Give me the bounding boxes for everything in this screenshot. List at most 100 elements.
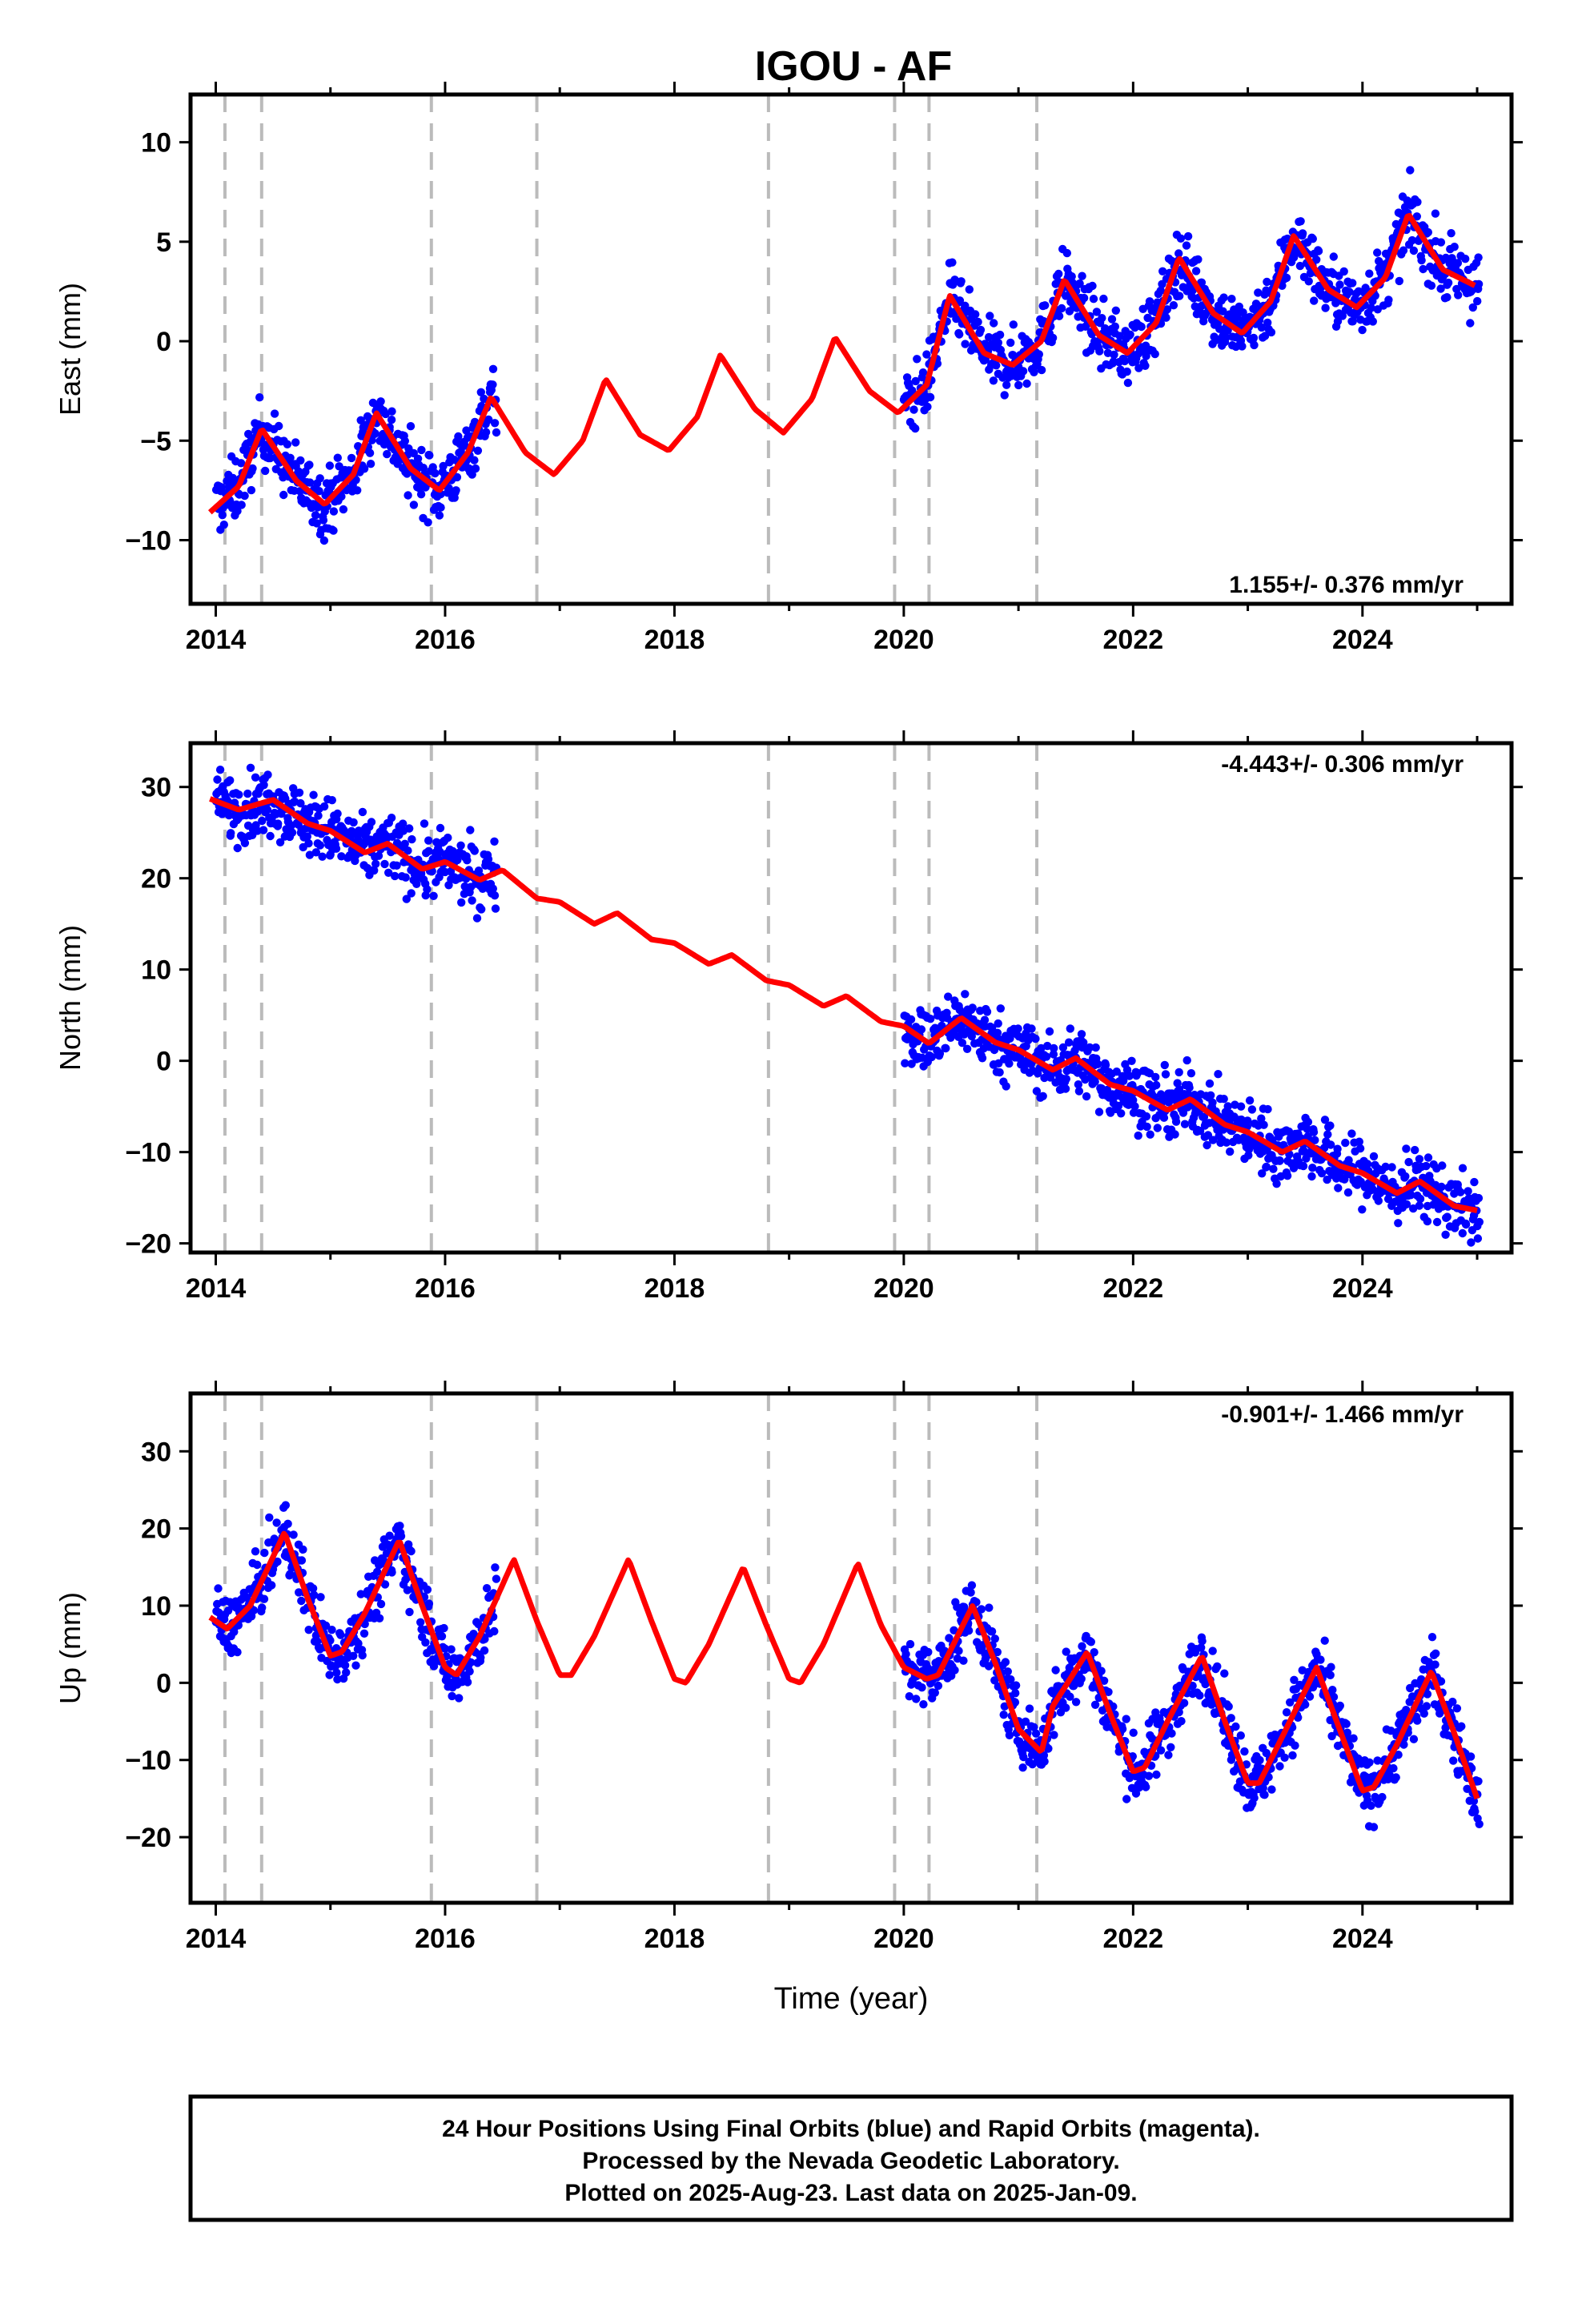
north-x-tick-label: 2018 <box>644 1273 705 1304</box>
east-point <box>359 464 369 473</box>
up-point <box>985 1603 994 1612</box>
north-point <box>408 834 416 844</box>
east-point <box>339 505 348 514</box>
north-point <box>444 833 452 842</box>
up-x-axis: 2014 2016 2018 2020 2022 2024 <box>186 1381 1479 1954</box>
east-point <box>319 536 329 545</box>
east-point <box>1145 297 1154 306</box>
north-point <box>1299 1161 1308 1171</box>
up-point <box>1320 1636 1329 1645</box>
east-point <box>279 490 288 500</box>
north-point <box>240 838 250 848</box>
north-point <box>993 1028 1002 1038</box>
up-point <box>1449 1756 1458 1765</box>
east-x-axis: 2014 2016 2018 2020 2022 2024 <box>186 82 1479 655</box>
north-point <box>1423 1153 1433 1162</box>
up-point <box>1118 1724 1127 1734</box>
east-point <box>1417 255 1426 265</box>
up-point <box>1413 1716 1422 1725</box>
up-point <box>308 1584 318 1593</box>
east-point <box>1018 367 1028 376</box>
east-point <box>381 409 390 419</box>
up-point <box>1399 1740 1408 1749</box>
east-point <box>1348 279 1357 287</box>
north-point <box>1208 1136 1218 1144</box>
east-point <box>1110 350 1118 360</box>
up-frame <box>188 1391 1514 1905</box>
up-point <box>1188 1681 1197 1691</box>
up-point <box>1431 1649 1440 1658</box>
north-point <box>1272 1180 1281 1188</box>
up-point <box>993 1647 1002 1657</box>
north-point <box>1180 1120 1190 1128</box>
north-y-tick-label: −10 <box>125 1138 171 1168</box>
north-point <box>1308 1164 1317 1172</box>
north-point <box>1090 1077 1099 1086</box>
up-point <box>297 1596 306 1606</box>
east-point <box>1122 367 1131 376</box>
east-point <box>1030 368 1038 376</box>
up-point <box>1286 1698 1295 1707</box>
north-point <box>926 1015 935 1023</box>
up-point <box>1077 1675 1086 1683</box>
up-point <box>1419 1709 1429 1718</box>
east-point <box>366 460 375 468</box>
north-point <box>1042 1052 1051 1061</box>
east-point <box>990 319 998 328</box>
north-point <box>1259 1120 1268 1129</box>
east-point <box>918 368 928 377</box>
north-point <box>420 819 429 828</box>
north-point <box>1151 1072 1160 1082</box>
north-point <box>407 889 416 898</box>
east-point <box>1054 312 1064 320</box>
up-point <box>1220 1669 1229 1678</box>
east-point <box>1169 301 1178 310</box>
up-point <box>1367 1801 1375 1810</box>
north-point <box>1470 1177 1479 1187</box>
up-point <box>1071 1698 1081 1707</box>
north-point <box>1347 1129 1356 1138</box>
east-point <box>1175 292 1184 300</box>
north-point <box>484 854 493 864</box>
up-point <box>447 1645 456 1654</box>
north-point <box>1474 1193 1484 1203</box>
up-point <box>299 1545 307 1554</box>
x-axis-label: Time (year) <box>774 1982 929 2016</box>
north-point <box>1303 1124 1311 1133</box>
north-panel: 2014 2016 2018 2020 2022 2024 −20 −10 0 10 20 30 Nor… <box>54 730 1523 1304</box>
east-point <box>1110 322 1120 331</box>
north-point <box>456 841 465 850</box>
up-point <box>1475 1819 1484 1828</box>
east-point <box>1296 217 1305 226</box>
north-point <box>917 1025 926 1034</box>
north-point <box>423 885 432 894</box>
north-point <box>962 1044 972 1054</box>
north-point <box>1134 1131 1142 1140</box>
east-point <box>305 460 314 469</box>
east-point <box>976 325 986 335</box>
up-point <box>325 1671 334 1679</box>
up-point <box>1409 1735 1419 1743</box>
east-point <box>270 409 279 418</box>
up-point <box>351 1661 360 1670</box>
up-point <box>1156 1746 1166 1755</box>
east-point <box>492 428 501 437</box>
north-point <box>227 829 235 838</box>
up-point <box>480 1646 489 1655</box>
north-point <box>1341 1138 1350 1148</box>
east-point <box>255 393 264 402</box>
north-point <box>1464 1187 1472 1196</box>
north-point <box>391 871 400 881</box>
east-point <box>1022 379 1031 388</box>
north-point <box>258 816 267 826</box>
east-point <box>1227 295 1236 304</box>
north-point <box>349 818 358 827</box>
north-point <box>311 848 320 857</box>
north-point <box>305 850 315 859</box>
east-point <box>1406 166 1415 175</box>
east-model <box>207 212 1476 515</box>
east-point <box>1219 293 1228 302</box>
up-point <box>1236 1731 1246 1740</box>
north-point <box>1130 1102 1139 1111</box>
east-point <box>1450 243 1459 251</box>
